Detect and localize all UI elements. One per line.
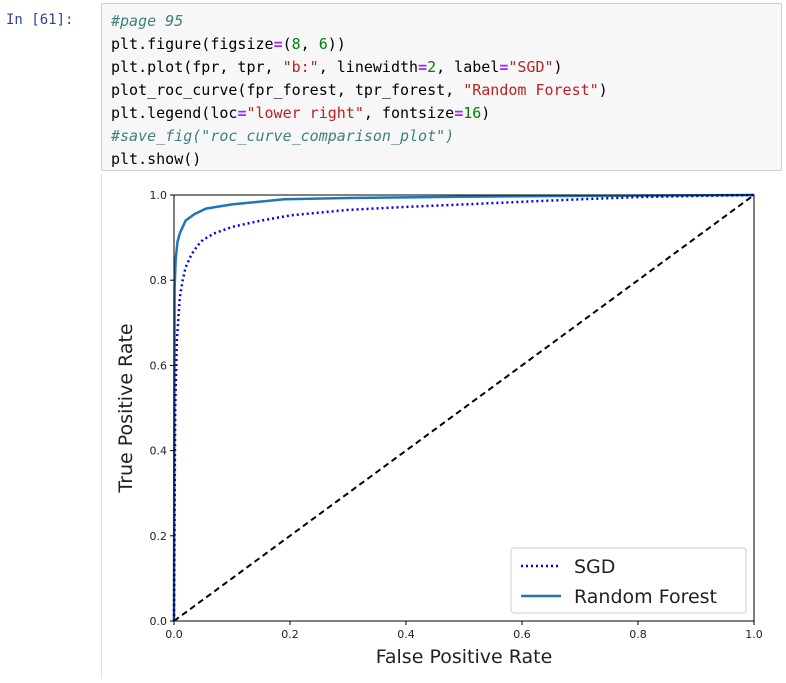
code-token: #page 95 <box>111 12 184 30</box>
code-token: , <box>300 35 319 53</box>
legend-label: SGD <box>574 556 615 578</box>
code-token: )) <box>327 35 346 53</box>
code-line: plt.figure(figsize=(8, 6)) <box>111 33 608 56</box>
plot-frame <box>173 194 755 622</box>
code-token: plt.legend(loc <box>111 104 238 122</box>
x-tick-label: 0.4 <box>397 628 415 641</box>
code-editor[interactable]: #page 95 plt.figure(figsize=(8, 6)) plt.pl… <box>111 10 608 171</box>
code-token: plt.show() <box>111 150 202 168</box>
code-token: plot_roc_curve(fpr_forest, tpr_forest, <box>111 81 464 99</box>
code-token: plt.plot(fpr, tpr, <box>111 58 283 76</box>
code-line: #save_fig("roc_curve_comparison_plot") <box>111 125 608 148</box>
code-token: = <box>237 104 247 122</box>
code-token: ( <box>282 35 292 53</box>
code-line: plt.legend(loc="lower right", fontsize=1… <box>111 102 608 125</box>
y-tick-label: 0.2 <box>150 530 168 543</box>
roc-chart: 0.0 0.2 0.4 0.6 0.8 1.0 0.0 0.2 0.4 0.6 0.8 1.0 Fal… <box>115 189 763 668</box>
x-tick-label: 1.0 <box>745 628 763 641</box>
x-axis-label: False Positive Rate <box>376 646 553 668</box>
legend: SGD Random Forest <box>510 547 747 614</box>
code-token: = <box>418 58 428 76</box>
code-token: = <box>454 104 464 122</box>
code-token: , label <box>436 58 500 76</box>
x-tick-label: 0.2 <box>281 628 299 641</box>
code-token: #save_fig("roc_curve_comparison_plot") <box>111 127 455 145</box>
code-token: "lower right" <box>246 104 364 122</box>
code-token: = <box>273 35 283 53</box>
code-token: "Random Forest" <box>463 81 599 99</box>
code-token: 8 <box>291 35 301 53</box>
cell-output: 0.0 0.2 0.4 0.6 0.8 1.0 0.0 0.2 0.4 0.6 0.8 1.0 Fal… <box>101 174 786 679</box>
y-tick-label: 0.0 <box>150 615 168 628</box>
code-token: ) <box>598 81 608 99</box>
output-prompt <box>0 174 101 679</box>
code-token: "b:" <box>282 58 319 76</box>
code-line: #page 95 <box>111 10 608 33</box>
y-tick-label: 0.4 <box>150 445 168 458</box>
y-axis-label: True Positive Rate <box>115 323 137 493</box>
code-token: ) <box>553 58 563 76</box>
y-tick-label: 0.8 <box>150 274 168 287</box>
x-tick-label: 0.6 <box>513 628 531 641</box>
random-forest-line <box>172 193 755 622</box>
code-line: plt.show() <box>111 148 608 171</box>
code-line: plt.plot(fpr, tpr, "b:", linewidth=2, la… <box>111 56 608 79</box>
legend-label: Random Forest <box>574 586 717 608</box>
code-token: 6 <box>318 35 328 53</box>
code-token: = <box>499 58 509 76</box>
legend-box <box>510 547 747 614</box>
code-line: plot_roc_curve(fpr_forest, tpr_forest, "… <box>111 79 608 102</box>
code-cell-input[interactable]: #page 95 plt.figure(figsize=(8, 6)) plt.pl… <box>101 3 782 171</box>
code-token: 2 <box>427 58 437 76</box>
x-tick-label: 0.0 <box>165 628 183 641</box>
code-token: 16 <box>463 104 482 122</box>
code-token: "SGD" <box>508 58 554 76</box>
y-tick-label: 1.0 <box>150 189 168 202</box>
input-prompt: In [61]: <box>6 12 74 28</box>
code-token: , linewidth <box>318 58 419 76</box>
y-tick-label: 0.6 <box>150 359 168 372</box>
code-token: ) <box>481 104 491 122</box>
code-token: plt.figure(figsize <box>111 35 274 53</box>
x-tick-label: 0.8 <box>629 628 647 641</box>
code-token: , fontsize <box>363 104 455 122</box>
